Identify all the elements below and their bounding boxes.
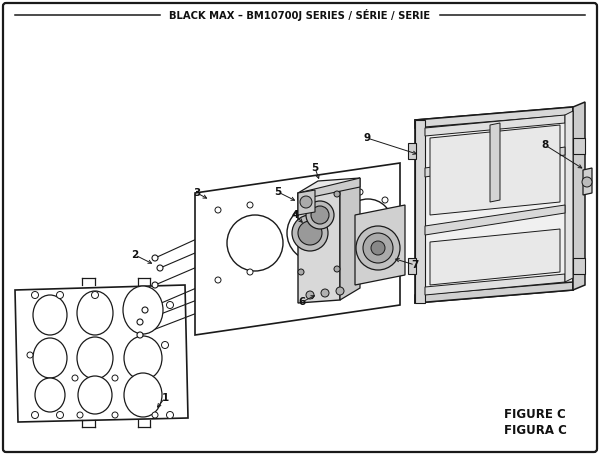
Polygon shape [573,102,585,290]
Polygon shape [415,282,573,303]
Polygon shape [430,229,560,285]
Circle shape [298,269,304,275]
Polygon shape [425,274,565,295]
Circle shape [306,291,314,299]
Polygon shape [430,125,560,215]
Polygon shape [415,107,573,303]
Circle shape [152,412,158,418]
Circle shape [292,215,328,251]
Polygon shape [425,115,565,136]
Circle shape [247,269,253,275]
Circle shape [306,201,334,229]
Circle shape [363,233,393,263]
Polygon shape [425,147,565,177]
Circle shape [215,207,221,213]
Ellipse shape [77,337,113,379]
Circle shape [311,206,329,224]
Text: 7: 7 [412,260,419,270]
Circle shape [344,199,392,247]
Polygon shape [298,178,360,193]
Circle shape [112,412,118,418]
Circle shape [56,292,64,298]
Circle shape [356,226,400,270]
Circle shape [582,177,592,187]
Circle shape [382,267,388,273]
Text: 5: 5 [311,163,319,173]
Circle shape [298,194,304,200]
Ellipse shape [33,295,67,335]
Circle shape [167,411,173,419]
Polygon shape [415,120,425,303]
Circle shape [336,287,344,295]
Circle shape [72,375,78,381]
Text: 8: 8 [541,140,548,150]
Text: FIGURA C: FIGURA C [503,424,566,436]
Circle shape [91,292,98,298]
Polygon shape [340,178,360,300]
Polygon shape [355,205,405,285]
FancyBboxPatch shape [3,3,597,452]
Polygon shape [298,178,360,200]
Circle shape [161,342,169,349]
Circle shape [152,282,158,288]
Circle shape [298,221,322,245]
Polygon shape [565,111,573,282]
Circle shape [307,195,313,201]
Polygon shape [298,190,315,215]
Circle shape [357,257,363,263]
Polygon shape [583,168,592,195]
Polygon shape [425,205,565,235]
Text: 1: 1 [161,393,169,403]
Circle shape [32,411,38,419]
Bar [573,258,585,274]
Text: 6: 6 [298,297,305,307]
Polygon shape [15,285,188,422]
Circle shape [227,215,283,271]
Polygon shape [490,123,500,202]
Polygon shape [195,163,400,335]
Text: 4: 4 [292,210,299,220]
Circle shape [56,411,64,419]
Ellipse shape [78,376,112,414]
Circle shape [357,189,363,195]
Ellipse shape [33,338,67,378]
Circle shape [334,266,340,272]
Circle shape [334,191,340,197]
Bar [408,143,416,159]
Circle shape [152,255,158,261]
Ellipse shape [123,286,163,334]
Circle shape [321,289,329,297]
Text: BLACK MAX – BM10700J SERIES / SÉRIE / SERIE: BLACK MAX – BM10700J SERIES / SÉRIE / SE… [169,9,431,21]
Polygon shape [415,107,573,128]
Circle shape [287,205,343,261]
Circle shape [27,352,33,358]
Ellipse shape [124,336,162,380]
Circle shape [157,265,163,271]
Circle shape [142,307,148,313]
Circle shape [371,241,385,255]
Ellipse shape [35,378,65,412]
Circle shape [307,262,313,268]
Circle shape [137,319,143,325]
Circle shape [32,292,38,298]
Ellipse shape [124,373,162,417]
Ellipse shape [77,291,113,335]
Circle shape [300,196,312,208]
Circle shape [382,197,388,203]
Circle shape [112,375,118,381]
Polygon shape [298,190,340,303]
Text: FIGURE C: FIGURE C [504,409,566,421]
Text: 3: 3 [193,188,200,198]
Circle shape [137,332,143,338]
Bar [408,258,416,274]
Circle shape [167,302,173,308]
Text: 5: 5 [274,187,281,197]
Bar [573,138,585,154]
Circle shape [247,202,253,208]
Text: 9: 9 [364,133,371,143]
Circle shape [77,412,83,418]
Text: 2: 2 [131,250,139,260]
Circle shape [215,277,221,283]
